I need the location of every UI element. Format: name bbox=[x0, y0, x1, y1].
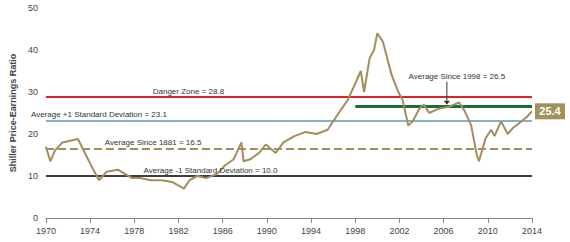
svg-text:1990: 1990 bbox=[257, 226, 277, 236]
svg-text:2014: 2014 bbox=[522, 226, 542, 236]
svg-text:2010: 2010 bbox=[478, 226, 498, 236]
svg-text:Danger Zone = 28.8: Danger Zone = 28.8 bbox=[153, 87, 225, 96]
svg-text:25.4: 25.4 bbox=[539, 105, 561, 117]
svg-text:40: 40 bbox=[28, 45, 38, 55]
svg-text:30: 30 bbox=[28, 87, 38, 97]
svg-text:20: 20 bbox=[28, 129, 38, 139]
svg-text:Average -1 Standard Deviation: Average -1 Standard Deviation = 10.0 bbox=[144, 166, 278, 175]
svg-text:1982: 1982 bbox=[168, 226, 188, 236]
svg-text:0: 0 bbox=[33, 213, 38, 223]
svg-text:1978: 1978 bbox=[124, 226, 144, 236]
svg-text:Average +1 Standard Deviation: Average +1 Standard Deviation = 23.1 bbox=[31, 110, 168, 119]
svg-text:1998: 1998 bbox=[345, 226, 365, 236]
svg-text:1970: 1970 bbox=[36, 226, 56, 236]
svg-text:Average Since 1881 = 16.5: Average Since 1881 = 16.5 bbox=[105, 138, 202, 147]
svg-text:1994: 1994 bbox=[301, 226, 321, 236]
svg-text:50: 50 bbox=[28, 3, 38, 13]
svg-text:10: 10 bbox=[28, 171, 38, 181]
svg-text:1986: 1986 bbox=[213, 226, 233, 236]
svg-text:2002: 2002 bbox=[389, 226, 409, 236]
svg-text:1974: 1974 bbox=[80, 226, 100, 236]
svg-text:Shiller Price-Earnings Ratio: Shiller Price-Earnings Ratio bbox=[8, 53, 18, 172]
svg-text:2006: 2006 bbox=[434, 226, 454, 236]
svg-text:Average Since 1998 = 26.5: Average Since 1998 = 26.5 bbox=[409, 72, 506, 81]
